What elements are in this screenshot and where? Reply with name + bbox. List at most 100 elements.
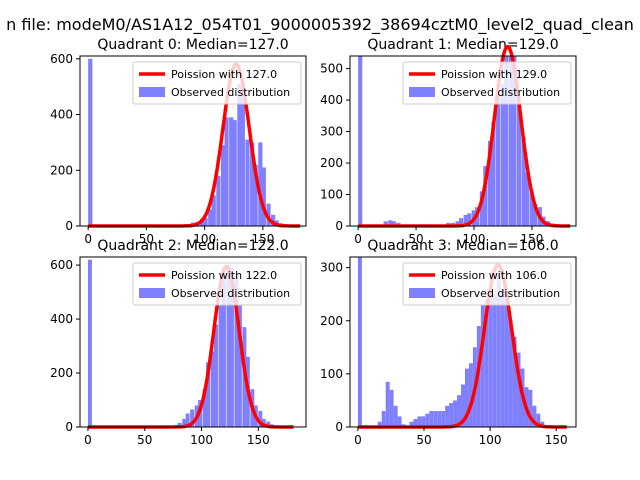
axes-frame (79, 256, 307, 428)
histogram-bar (504, 294, 509, 427)
legend-label-observed: Observed distribution (171, 287, 290, 300)
histogram-bar (488, 294, 493, 427)
x-tick-label: 0 (84, 433, 92, 447)
histogram-bar (491, 122, 496, 226)
histogram-bar (88, 58, 93, 227)
histogram-bar (413, 419, 418, 427)
histogram-bar (516, 352, 521, 427)
histogram-bar (429, 411, 434, 427)
x-tick-label: 0 (354, 433, 362, 447)
histogram-bar (250, 142, 255, 226)
histogram-bar (211, 195, 216, 226)
histogram-bar (224, 117, 229, 226)
histogram-bar (229, 117, 234, 226)
histogram-bar (479, 191, 484, 226)
x-tick-label: 100 (479, 433, 502, 447)
histogram-bar (253, 164, 258, 226)
histogram-bar (258, 410, 263, 427)
histogram-bar (177, 422, 182, 427)
x-tick-label: 100 (190, 433, 213, 447)
histogram-bar (525, 172, 530, 226)
histogram-bar (232, 120, 237, 226)
histogram-bar (449, 403, 454, 427)
histogram-bar (441, 411, 446, 427)
panel-title: Quadrant 2: Median=122.0 (97, 238, 288, 254)
histogram-bar (484, 299, 489, 427)
histogram-bar (516, 103, 522, 226)
histogram-bar (453, 400, 458, 427)
panel-quadrant-3: Quadrant 3: Median=106.0 0 50 100 150 0 100 200… (320, 238, 577, 447)
histogram-bar (500, 84, 505, 226)
legend: Poission with 129.0 Observed distribution (402, 61, 572, 105)
legend: Poission with 106.0 Observed distribution (402, 262, 572, 306)
histogram-bar (182, 418, 187, 427)
histogram-bar (206, 362, 211, 427)
y-tick-label: 100 (320, 367, 343, 381)
histogram-bar (458, 218, 464, 226)
histogram-bar (358, 56, 363, 226)
panel-title: Quadrant 0: Median=127.0 (97, 37, 288, 53)
legend: Poission with 127.0 Observed distribution (132, 61, 302, 105)
histogram-bar (208, 209, 213, 226)
panel-quadrant-1: Quadrant 1: Median=129.0 0 50 100 150 0 100 200… (320, 37, 577, 246)
histogram-bar (492, 294, 497, 427)
histogram-bar (433, 411, 438, 427)
x-tick-label: 0 (84, 232, 92, 246)
legend-label-observed: Observed distribution (171, 86, 290, 99)
y-tick-label: 500 (320, 62, 343, 76)
histogram-bar (237, 83, 242, 226)
y-tick-label: 100 (320, 188, 343, 202)
histogram-bar (457, 395, 462, 427)
histogram-bar (417, 416, 422, 427)
axes-frame (349, 256, 577, 428)
histogram-bar (271, 214, 276, 226)
histogram-bar (480, 304, 485, 427)
histogram-bar (218, 305, 223, 427)
histogram-bar (258, 142, 263, 226)
axes-frame (79, 55, 307, 227)
histogram-bar (210, 351, 215, 427)
histogram-bar (234, 275, 239, 427)
legend-label-observed: Observed distribution (441, 287, 560, 300)
histogram-bar (461, 384, 465, 427)
legend-label-poisson: Poission with 129.0 (441, 68, 547, 81)
legend-box (402, 262, 572, 306)
histogram-bar (468, 363, 473, 427)
histogram-bar (467, 213, 472, 226)
histogram-bar (245, 139, 250, 226)
y-tick-label: 600 (50, 52, 73, 66)
histogram-bar (220, 145, 226, 226)
histogram-bar (229, 267, 234, 427)
y-tick-label: 0 (65, 219, 73, 233)
y-tick-label: 200 (320, 314, 343, 328)
histogram-bar (393, 405, 398, 427)
x-tick-label: 50 (137, 433, 152, 447)
legend-label-poisson: Poission with 122.0 (171, 269, 277, 282)
x-tick-label: 50 (408, 232, 423, 246)
panel-title: Quadrant 1: Median=129.0 (367, 37, 558, 53)
histogram-bar (533, 203, 538, 226)
histogram-bar (512, 336, 517, 427)
histogram-bar (381, 411, 386, 427)
histogram-bar (536, 413, 541, 427)
histogram-bar (383, 221, 388, 226)
histogram-bar (504, 56, 509, 226)
x-tick-label: 0 (354, 232, 362, 246)
histogram-bar (512, 56, 517, 226)
histogram-bar (425, 413, 430, 427)
panel-quadrant-2: Quadrant 2: Median=122.0 0 50 100 150 0 200 400… (50, 238, 307, 447)
histogram-bar (496, 272, 501, 427)
x-tick-label: 150 (521, 232, 544, 246)
histogram-bar (216, 175, 221, 226)
histogram-bar (483, 166, 488, 226)
y-tick-label: 600 (50, 258, 73, 272)
histogram-bar (464, 368, 469, 427)
y-tick-label: 0 (65, 420, 73, 434)
histogram-bar (532, 405, 537, 427)
x-tick-label: 50 (416, 433, 431, 447)
histogram-bar (261, 418, 266, 427)
x-tick-label: 100 (463, 232, 486, 246)
histogram-bar (500, 288, 505, 427)
y-tick-label: 200 (320, 156, 343, 170)
